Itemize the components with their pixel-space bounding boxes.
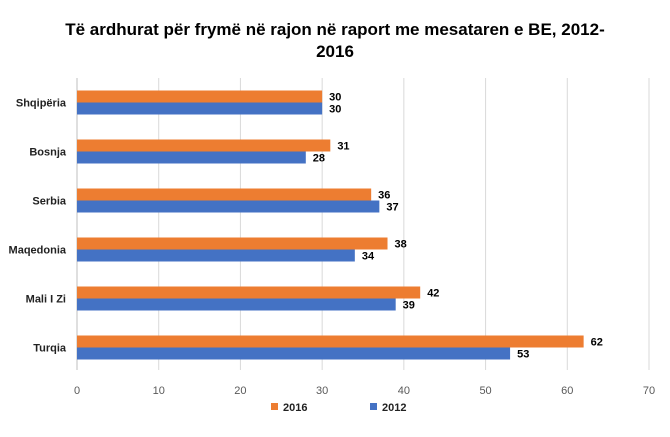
data-label: 28 [313,153,325,165]
category-label: Mali I Zi [26,294,66,306]
legend-swatch [370,403,377,410]
x-tick-label: 10 [153,385,165,397]
bar-2012 [77,249,355,262]
x-tick-label: 60 [561,385,573,397]
data-label: 38 [395,239,407,251]
data-label: 30 [329,104,341,116]
legend-label: 2016 [283,402,307,414]
data-label: 62 [591,337,603,349]
bar-2016 [77,90,323,103]
chart-title-line-1: Të ardhurat për frymë në rajon në raport… [65,20,604,39]
legend-swatch [271,403,278,410]
x-tick-label: 30 [316,385,328,397]
legend-label: 2012 [382,402,406,414]
x-tick-label: 70 [643,385,655,397]
data-label: 37 [386,202,398,214]
x-axis-ticks: 0 10 20 30 40 50 60 70 [74,385,655,397]
bar-2016 [77,286,421,299]
bar-2012 [77,347,511,360]
x-tick-label: 20 [234,385,246,397]
bar-2012 [77,298,396,311]
data-label: 36 [378,190,390,202]
data-label: 30 [329,92,341,104]
data-label: 42 [427,288,439,300]
gridlines [76,78,650,370]
data-label: 31 [337,141,349,153]
category-label: Turqia [33,343,67,355]
bar-2016 [77,237,388,250]
bar-2016 [77,188,372,201]
chart-title-line-2: 2016 [316,42,354,61]
x-tick-label: 50 [479,385,491,397]
bar-2012 [77,200,380,213]
category-label: Serbia [32,196,67,208]
data-label: 53 [517,349,529,361]
bar-2016 [77,139,331,152]
category-label: Shqipëria [16,98,67,110]
category-labels: Shqipëria Bosnja Serbia Maqedonia Mali I Zi T… [9,98,67,355]
bar-2016 [77,335,584,348]
category-label: Maqedonia [9,245,67,257]
data-label: 39 [403,300,415,312]
data-label: 34 [362,251,375,263]
x-tick-label: 40 [398,385,410,397]
category-label: Bosnja [29,147,67,159]
bar-2012 [77,102,323,115]
legend: 2016 2012 [271,402,406,414]
x-tick-label: 0 [74,385,80,397]
bar-2012 [77,151,306,164]
